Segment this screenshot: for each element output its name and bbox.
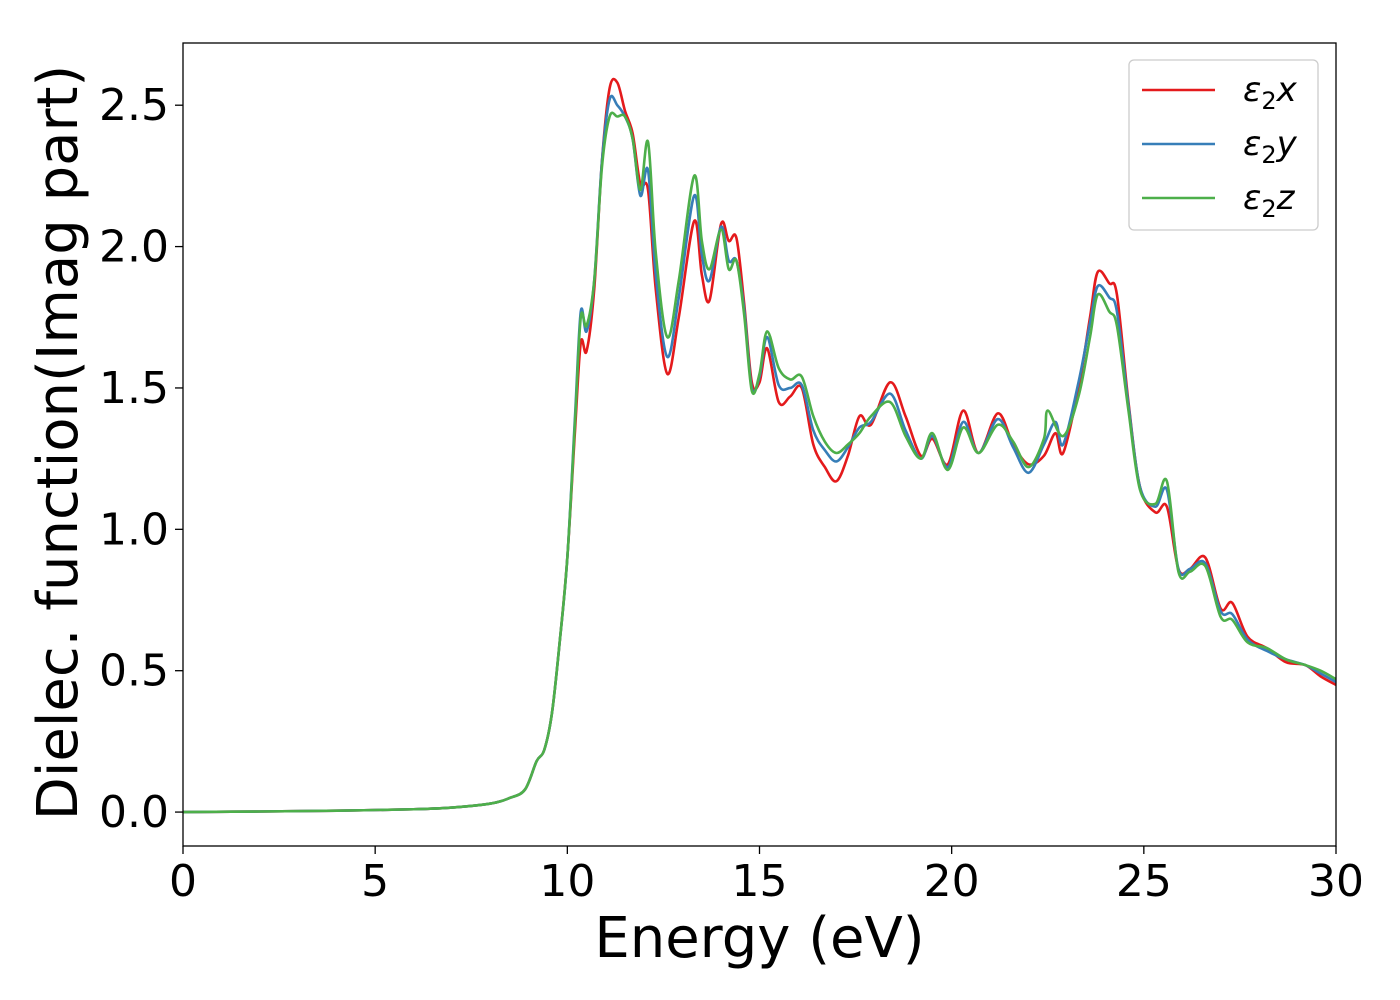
x-axis-label: Energy (eV): [594, 906, 924, 971]
y-tick-label: 0.0: [99, 787, 169, 838]
legend: ε2x ε2y ε2z: [1128, 59, 1319, 231]
y-tick-label: 1.5: [99, 363, 169, 414]
series-layer: [183, 77, 1336, 814]
x-tick-label: 25: [1116, 856, 1172, 907]
x-tick-label: 5: [361, 856, 389, 907]
y-tick-label: 2.5: [99, 80, 169, 131]
legend-box: [1128, 59, 1319, 231]
x-tick-label: 0: [169, 856, 197, 907]
y-tick-label: 1.0: [99, 504, 169, 555]
y-tick-label: 2.0: [99, 222, 169, 273]
legend-label-x: ε2x: [1243, 70, 1298, 115]
legend-label-y: ε2y: [1243, 124, 1298, 169]
x-tick-label: 20: [924, 856, 980, 907]
y-axis-ticks: 0.0 0.5 1.0 1.5 2.0 2.5: [99, 80, 183, 838]
x-tick-label: 15: [732, 856, 788, 907]
series-line-z: [183, 111, 1336, 814]
legend-label-z: ε2z: [1243, 178, 1296, 223]
x-tick-label: 10: [539, 856, 595, 907]
x-axis-ticks: 0 5 10 15 20 25 30: [169, 846, 1364, 907]
y-tick-label: 0.5: [99, 646, 169, 697]
y-axis-label: Dielec. function(Imag part): [26, 65, 91, 821]
x-tick-label: 30: [1308, 856, 1364, 907]
